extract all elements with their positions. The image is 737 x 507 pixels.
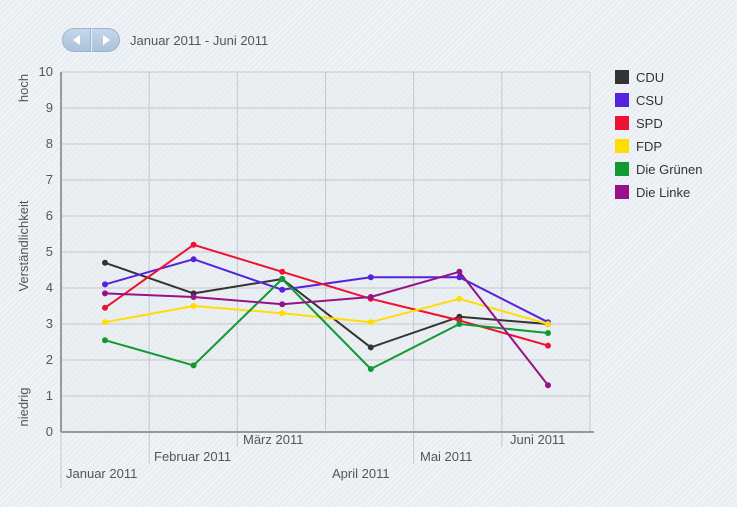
series-line xyxy=(104,270,549,386)
x-tick-label: April 2011 xyxy=(332,466,390,481)
series-line xyxy=(104,258,549,324)
data-point xyxy=(456,295,463,302)
y-tick-label: 8 xyxy=(46,136,53,151)
y-tick-label: 10 xyxy=(39,64,53,79)
data-point xyxy=(367,344,374,351)
previous-period-button[interactable] xyxy=(62,28,91,52)
legend-swatch xyxy=(615,162,629,176)
legend-label: Die Linke xyxy=(636,185,690,200)
data-point xyxy=(456,274,463,281)
legend-swatch xyxy=(615,70,629,84)
y-tick-label: 9 xyxy=(46,100,53,115)
legend-swatch xyxy=(615,93,629,107)
data-point xyxy=(456,268,463,275)
series-line xyxy=(104,297,549,325)
series-line xyxy=(104,278,549,370)
period-label: Januar 2011 - Juni 2011 xyxy=(130,33,269,48)
legend-label: SPD xyxy=(636,116,663,131)
data-point xyxy=(545,342,551,349)
data-point xyxy=(102,337,108,344)
legend-swatch xyxy=(615,185,629,199)
legend-swatch xyxy=(615,116,629,130)
y-tick-label: 3 xyxy=(46,316,53,331)
data-point xyxy=(367,366,374,372)
x-tick-label: März 2011 xyxy=(243,432,303,447)
y-tick-label: 5 xyxy=(46,244,53,259)
data-point xyxy=(456,321,463,327)
y-tick-label: 0 xyxy=(46,424,53,439)
data-point xyxy=(367,294,374,300)
y-axis-low-label: niedrig xyxy=(16,387,31,426)
legend-label: FDP xyxy=(636,139,662,154)
next-period-button[interactable] xyxy=(91,28,120,52)
data-point xyxy=(102,281,108,288)
legend-swatch xyxy=(615,139,629,153)
data-point xyxy=(190,362,197,369)
data-point xyxy=(190,256,197,263)
data-point xyxy=(545,321,551,327)
y-tick-label: 6 xyxy=(46,208,53,223)
legend-label: CSU xyxy=(636,93,663,108)
data-point xyxy=(367,319,374,326)
data-point xyxy=(545,382,551,389)
data-point xyxy=(545,330,551,336)
y-tick-label: 2 xyxy=(46,352,53,367)
data-point xyxy=(190,241,197,248)
data-point xyxy=(279,276,286,282)
y-tick-label: 4 xyxy=(46,280,53,295)
data-point xyxy=(102,259,108,266)
data-point xyxy=(102,304,108,311)
data-point xyxy=(279,268,286,275)
x-tick-label: Januar 2011 xyxy=(66,466,137,481)
data-point xyxy=(190,294,197,300)
chevron-right-icon xyxy=(102,35,110,45)
series-line xyxy=(104,261,549,349)
y-tick-label: 7 xyxy=(46,172,53,187)
legend-label: CDU xyxy=(636,70,664,85)
x-tick-label: Mai 2011 xyxy=(420,449,473,464)
chevron-left-icon xyxy=(72,35,80,45)
data-point xyxy=(102,319,108,326)
data-point xyxy=(367,274,374,281)
data-point xyxy=(279,301,286,308)
data-point xyxy=(279,286,286,293)
y-tick-label: 1 xyxy=(46,388,53,403)
data-point xyxy=(102,290,108,297)
data-point xyxy=(279,310,286,317)
legend-label: Die Grünen xyxy=(636,162,702,177)
y-axis-label: Verständlichkeit xyxy=(16,200,31,291)
x-tick-label: Februar 2011 xyxy=(154,449,231,464)
period-navigation xyxy=(62,28,120,52)
data-point xyxy=(190,303,197,309)
x-tick-label: Juni 2011 xyxy=(510,432,565,447)
y-axis-high-label: hoch xyxy=(16,74,31,102)
